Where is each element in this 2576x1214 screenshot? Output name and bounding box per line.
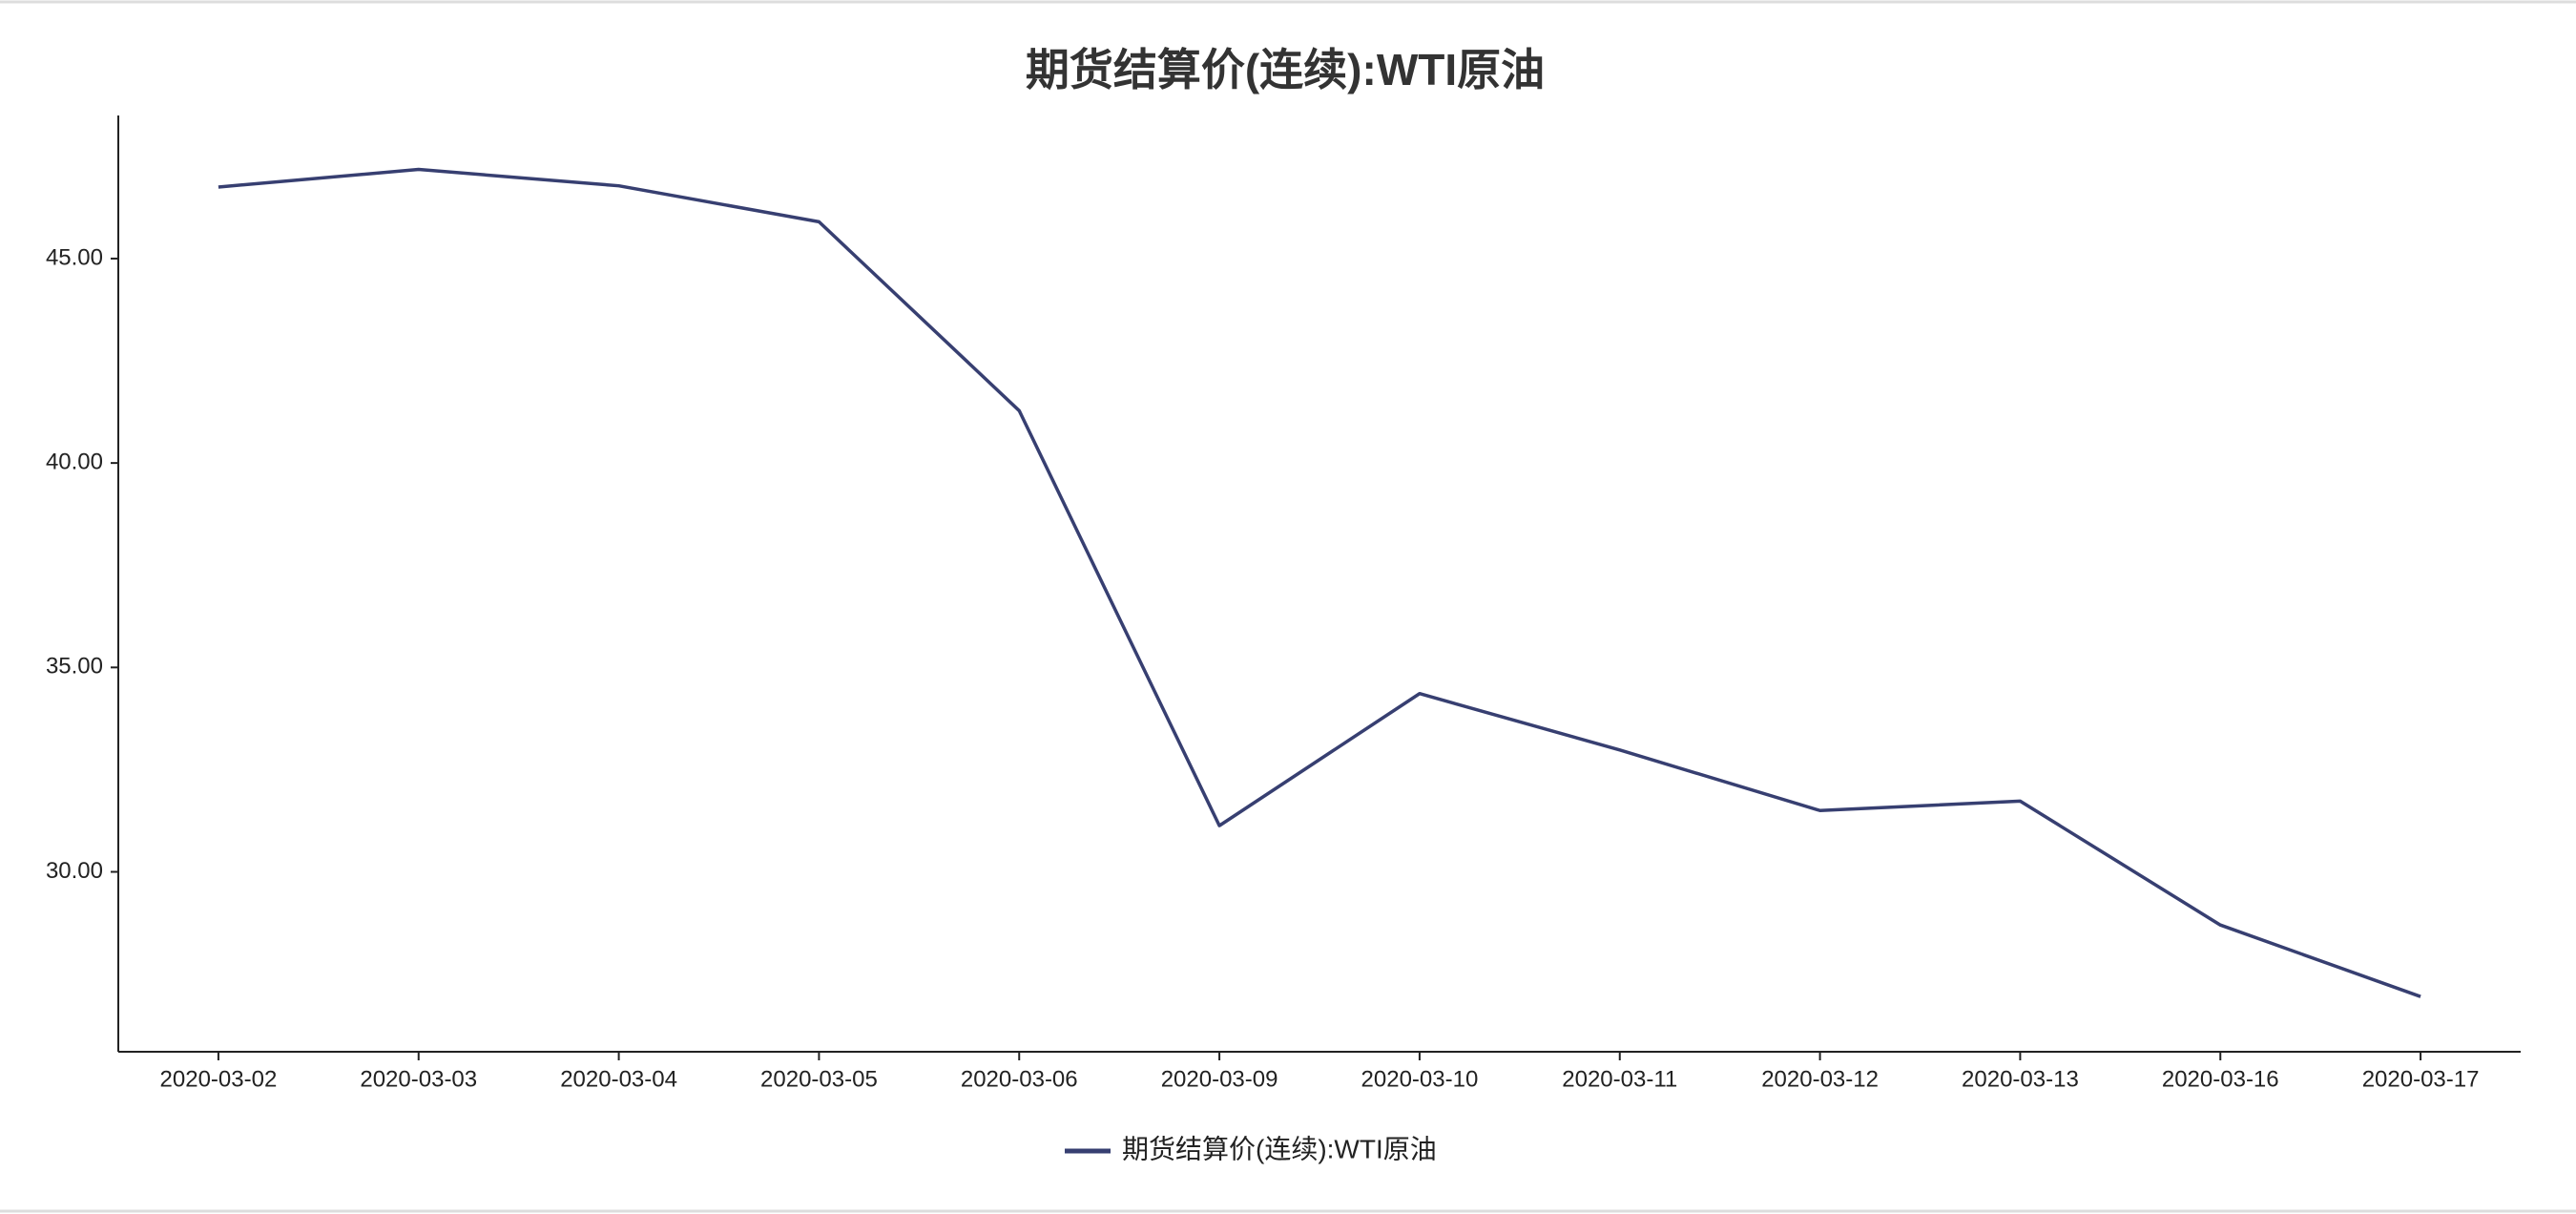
x-tick-label: 2020-03-17 (2362, 1066, 2480, 1092)
x-tick-label: 2020-03-03 (360, 1066, 477, 1092)
x-tick-label: 2020-03-11 (1562, 1066, 1677, 1092)
x-tick-label: 2020-03-16 (2162, 1066, 2279, 1092)
x-tick-label: 2020-03-10 (1361, 1066, 1479, 1092)
x-tick-label: 2020-03-13 (1962, 1066, 2079, 1092)
x-tick-label: 2020-03-06 (961, 1066, 1078, 1092)
x-tick-label: 2020-03-12 (1761, 1066, 1879, 1092)
x-tick-label: 2020-03-04 (560, 1066, 677, 1092)
y-tick-label: 35.00 (46, 654, 103, 680)
chart-title: 期货结算价(连续):WTI原油 (1026, 45, 1545, 94)
x-tick-label: 2020-03-02 (160, 1066, 278, 1092)
y-tick-label: 30.00 (46, 858, 103, 884)
x-tick-label: 2020-03-09 (1161, 1066, 1278, 1092)
legend-label: 期货结算价(连续):WTI原油 (1122, 1134, 1437, 1163)
y-tick-label: 40.00 (46, 449, 103, 474)
line (218, 167, 2421, 998)
y-tick-label: 45.00 (46, 244, 103, 270)
x-tick-label: 2020-03-05 (760, 1066, 878, 1092)
